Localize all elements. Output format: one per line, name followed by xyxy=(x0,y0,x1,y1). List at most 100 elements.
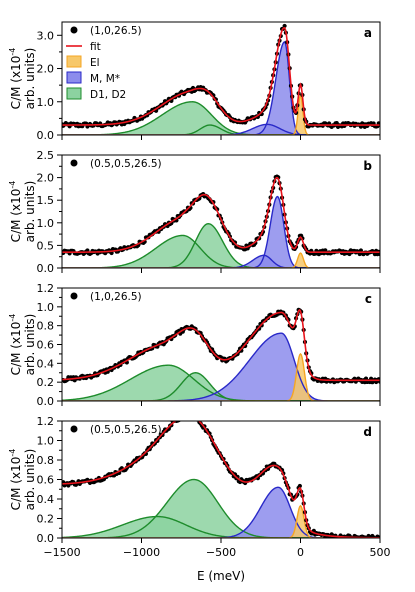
y-axis-title: C/M (x10-4 xyxy=(8,48,23,110)
y-axis-title: C/M (x10-4 xyxy=(8,314,23,376)
x-tick-label: −500 xyxy=(206,546,236,559)
fit-line xyxy=(62,27,380,126)
data-point xyxy=(193,416,197,420)
y-tick-label: 0.6 xyxy=(37,339,55,352)
y-axis-title-exponent: -4 xyxy=(8,449,17,457)
data-point xyxy=(190,416,194,420)
y-axis-title-main: C/M (x10 xyxy=(9,457,23,511)
component-fill-D-1 xyxy=(62,223,380,268)
x-tick-label: 0 xyxy=(297,546,304,559)
legend-label: D1, D2 xyxy=(90,89,126,101)
panel-a: 0.0 1.0 2.0 3.0 a (1,0,26.5) fit El M, M* D1, D2 C… xyxy=(8,21,381,142)
data-point xyxy=(191,415,195,419)
component-line-D-0 xyxy=(62,101,380,135)
y-tick-label: 0.0 xyxy=(37,262,55,275)
data-point xyxy=(377,251,380,257)
data-point xyxy=(182,414,186,418)
y-tick-label: 1.0 xyxy=(37,96,55,109)
legend-marker xyxy=(70,425,78,433)
fit-line xyxy=(62,421,380,538)
y-tick-label: 1.0 xyxy=(37,217,55,230)
legend-label: fit xyxy=(90,41,101,53)
component-line-D-1 xyxy=(62,372,380,401)
component-fill-El-4 xyxy=(62,253,380,268)
y-axis-units: arb. units) xyxy=(23,181,37,243)
legend-marker xyxy=(70,292,78,300)
data-point xyxy=(179,413,183,417)
y-tick-label: 0.6 xyxy=(37,474,55,487)
component-line-D-0 xyxy=(62,234,380,268)
legend-label: El xyxy=(90,57,100,69)
y-axis-units: arb. units) xyxy=(23,48,37,110)
y-tick-label: 1.5 xyxy=(37,194,55,207)
panel-label: a xyxy=(364,26,372,40)
y-axis-units: arb. units) xyxy=(23,314,37,376)
y-tick-label: 2.0 xyxy=(37,172,55,185)
fit-line xyxy=(62,176,380,253)
y-tick-label: 0.4 xyxy=(37,357,55,370)
panel-b: 0.0 0.5 1.0 1.5 2.0 2.5 b (0.5,0.5,26.5) C/M (x1… xyxy=(8,149,381,275)
component-line-D-0 xyxy=(62,364,380,401)
panel-a-plot xyxy=(62,23,380,135)
fit-line xyxy=(62,308,380,382)
y-axis-title: C/M (x10-4 xyxy=(8,449,23,511)
component-line-D-1 xyxy=(62,478,380,538)
legend-marker xyxy=(70,26,78,34)
x-axis: −1500 −1000 −500 0 500 E (meV) xyxy=(43,546,390,583)
y-tick-label: 0.0 xyxy=(37,532,55,545)
y-tick-label: 0.8 xyxy=(37,320,55,333)
component-fill-El-4 xyxy=(62,95,380,135)
y-axis-title-main: C/M (x10 xyxy=(9,56,23,110)
legend: (0.5,0.5,26.5) xyxy=(70,424,162,436)
data-point xyxy=(187,413,191,417)
data-point xyxy=(178,415,182,419)
y-axis-title: C/M (x10-4 xyxy=(8,181,23,243)
y-tick-label: 1.2 xyxy=(37,415,55,428)
y-tick-label: 0.8 xyxy=(37,454,55,467)
component-line-D-1 xyxy=(62,124,380,135)
component-line-D-0 xyxy=(62,515,380,538)
data-point xyxy=(183,415,187,419)
component-fill-D-1 xyxy=(62,125,380,135)
y-tick-label: 1.2 xyxy=(37,282,55,295)
y-tick-label: 0.5 xyxy=(37,239,55,252)
data-point xyxy=(181,413,185,417)
data-point xyxy=(282,23,287,29)
x-tick-label: −1500 xyxy=(43,546,80,559)
legend-marker xyxy=(70,159,78,167)
legend-label: (1,0,26.5) xyxy=(90,25,142,37)
component-fill-D-1 xyxy=(62,479,380,538)
y-tick-label: 0.4 xyxy=(37,493,55,506)
legend: (1,0,26.5) fit El M, M* D1, D2 xyxy=(66,25,142,101)
y-tick-label: 2.5 xyxy=(37,149,55,162)
chart-panels: 0.0 1.0 2.0 3.0 a (1,0,26.5) fit El M, M* D1, D2 C… xyxy=(8,21,381,545)
x-axis-title: E (meV) xyxy=(197,569,245,583)
data-point xyxy=(297,483,302,489)
y-tick-label: 0.0 xyxy=(37,129,55,142)
y-axis-title-main: C/M (x10 xyxy=(9,189,23,243)
y-tick-label: 3.0 xyxy=(37,29,55,42)
data-point xyxy=(185,413,189,417)
component-line-D-1 xyxy=(62,222,380,268)
y-tick-label: 2.0 xyxy=(37,63,55,76)
x-tick-label: −1000 xyxy=(123,546,160,559)
y-axis-title-exponent: -4 xyxy=(8,48,17,56)
x-tick-label: 500 xyxy=(370,546,391,559)
legend-patch xyxy=(66,71,82,84)
component-fill-El-3 xyxy=(62,353,380,401)
legend-label: (0.5,0.5,26.5) xyxy=(90,424,162,436)
panel-d: 0.0 0.2 0.4 0.6 0.8 1.0 1.2 d (0.5,0.5,26.5) C/M … xyxy=(8,413,381,545)
y-axis-title-main: C/M (x10 xyxy=(9,322,23,376)
panel-c-plot xyxy=(62,307,380,401)
legend-label: (0.5,0.5,26.5) xyxy=(90,158,162,170)
data-point xyxy=(196,416,200,420)
legend-label: M, M* xyxy=(90,73,120,85)
y-tick-label: 0.0 xyxy=(37,395,55,408)
legend-patch xyxy=(66,87,82,100)
legend: (1,0,26.5) xyxy=(70,291,142,303)
panel-d-plot xyxy=(62,413,380,538)
y-tick-label: 0.2 xyxy=(37,376,55,389)
legend: (0.5,0.5,26.5) xyxy=(70,158,162,170)
panel-label: c xyxy=(365,292,372,306)
